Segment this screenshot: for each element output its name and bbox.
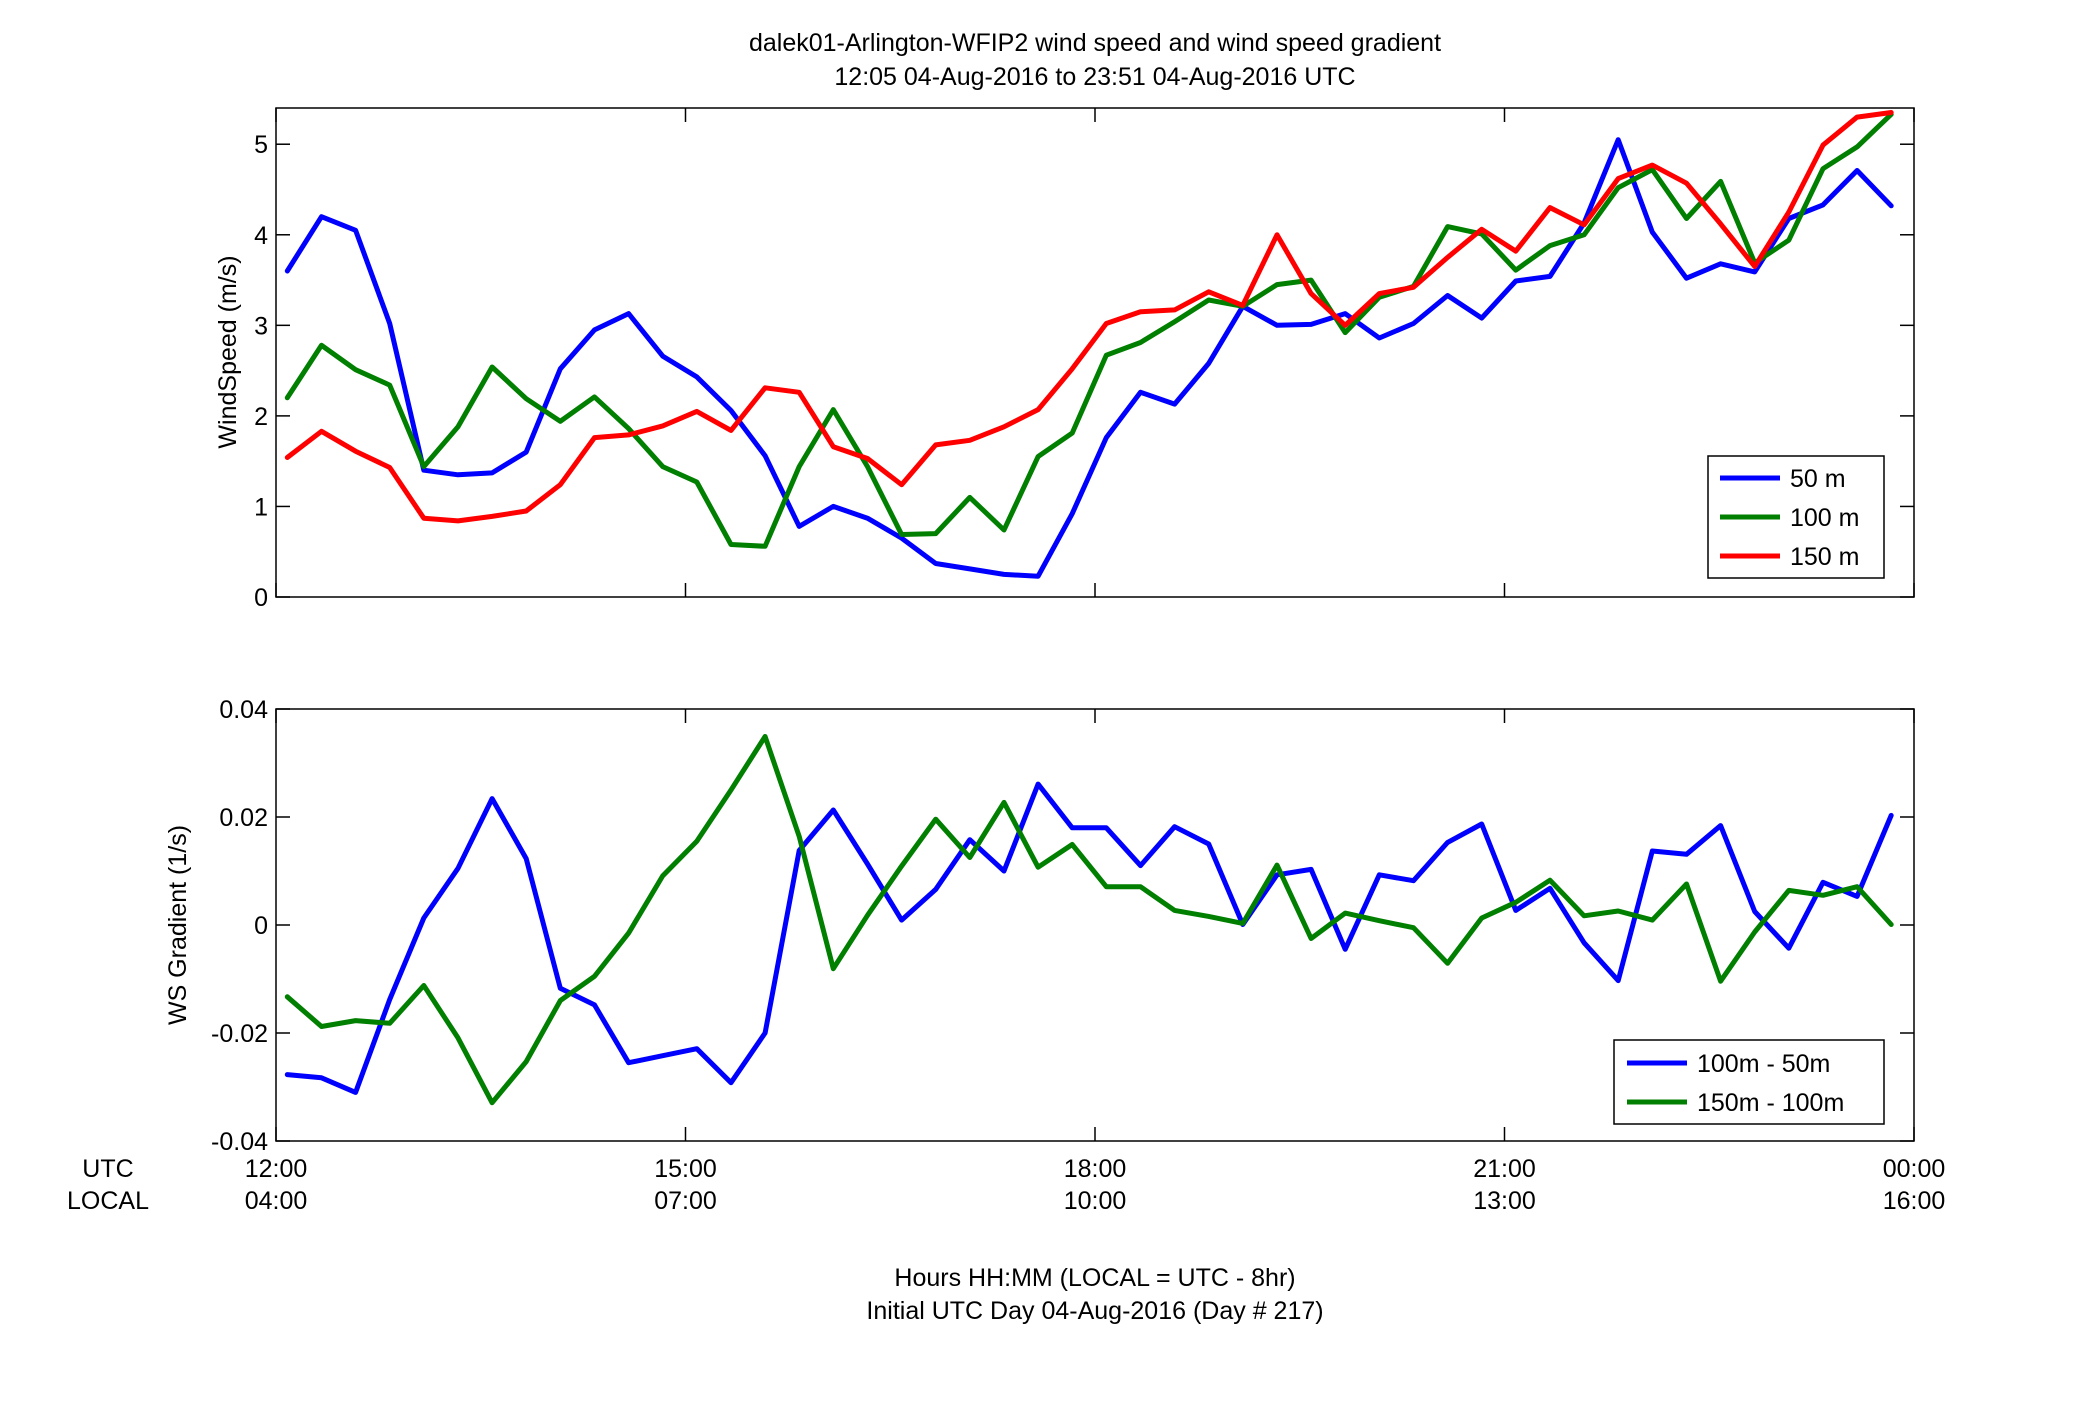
windspeed-y-axis-label: WindSpeed (m/s): [214, 255, 242, 448]
local-row-label: LOCAL: [67, 1187, 149, 1215]
x-tick-label-utc: 00:00: [1883, 1155, 1946, 1183]
utc-row-label: UTC: [82, 1155, 133, 1183]
x-tick-label-utc: 21:00: [1473, 1155, 1536, 1183]
gradient-legend: 100m - 50m 150m - 100m: [1613, 1039, 1885, 1125]
windspeed-y-tick-label: 4: [254, 222, 268, 250]
gradient-y-ticks: -0.04 -0.02 0 0.02 0.04: [211, 696, 1914, 1156]
x-tick-label-local: 07:00: [654, 1187, 717, 1215]
gradient-series-line-150m-100m: [284, 734, 1894, 1106]
legend-label-100m-50m: 100m - 50m: [1697, 1050, 1830, 1078]
gradient-panel: -0.04 -0.02 0 0.02 0.04 WS Gradient (1/s) 10…: [164, 696, 1915, 1156]
windspeed-y-tick-label: 5: [254, 131, 268, 159]
windspeed-series-group: [284, 110, 1894, 579]
windspeed-y-ticks: 0 1 2 3 4 5: [254, 131, 1914, 612]
gradient-legend-box: [1613, 1039, 1885, 1125]
windspeed-panel: 0 1 2 3 4 5 WindSpeed (m/s) 50 m 100 m 150 m: [214, 107, 1915, 612]
gradient-y-tick-label: 0: [254, 912, 268, 940]
gradient-series-line-100m-50m: [284, 781, 1894, 1095]
x-tick-label-local: 04:00: [245, 1187, 308, 1215]
x-tick-label-utc: 12:00: [245, 1155, 308, 1183]
windspeed-series-line-50m: [284, 137, 1894, 579]
gradient-y-tick-label: -0.02: [211, 1020, 268, 1048]
chart-title-line1: dalek01-Arlington-WFIP2 wind speed and w…: [749, 29, 1441, 57]
windspeed-y-tick-label: 0: [254, 584, 268, 612]
windspeed-legend: 50 m 100 m 150 m: [1707, 455, 1885, 579]
gradient-y-axis-label: WS Gradient (1/s): [164, 825, 192, 1025]
x-tick-label-local: 16:00: [1883, 1187, 1946, 1215]
gradient-y-tick-label: 0.04: [219, 696, 268, 724]
windspeed-series-line-100m: [284, 111, 1894, 549]
gradient-series-group: [284, 734, 1894, 1106]
gradient-y-tick-label: 0.02: [219, 804, 268, 832]
x-tick-label-utc: 18:00: [1064, 1155, 1127, 1183]
x-tick-label-utc: 15:00: [654, 1155, 717, 1183]
legend-label-150m-100m: 150m - 100m: [1697, 1089, 1844, 1117]
windspeed-plot-frame: [275, 107, 1915, 598]
chart-title-line2: 12:05 04-Aug-2016 to 23:51 04-Aug-2016 U…: [834, 63, 1355, 91]
legend-label-50m: 50 m: [1790, 465, 1846, 493]
windspeed-y-tick-label: 2: [254, 403, 268, 431]
windspeed-series-line-150m: [284, 110, 1894, 524]
x-axis-label-line2: Initial UTC Day 04-Aug-2016 (Day # 217): [866, 1297, 1323, 1325]
x-tick-label-local: 10:00: [1064, 1187, 1127, 1215]
legend-label-150m: 150 m: [1790, 543, 1859, 571]
windspeed-y-tick-label: 3: [254, 312, 268, 340]
x-axis-ticks: 12:00 04:00 15:00 07:00 18:00 10:00 21:00 13:00…: [245, 1155, 1946, 1215]
x-axis-label-line1: Hours HH:MM (LOCAL = UTC - 8hr): [894, 1264, 1295, 1292]
legend-label-100m: 100 m: [1790, 504, 1859, 532]
x-tick-label-local: 13:00: [1473, 1187, 1536, 1215]
gradient-y-tick-label: -0.04: [211, 1128, 268, 1156]
windspeed-y-tick-label: 1: [254, 493, 268, 521]
